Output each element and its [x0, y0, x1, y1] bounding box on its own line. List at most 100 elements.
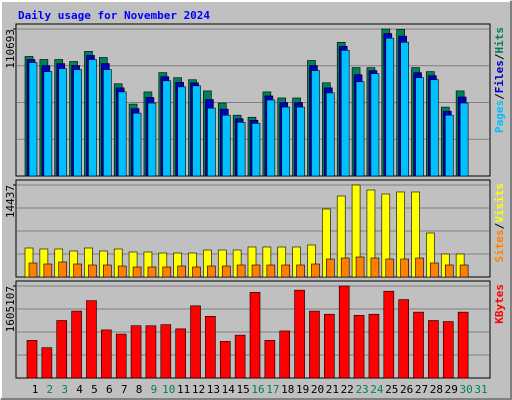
x-tick-label: 2 [47, 383, 54, 396]
bar [400, 258, 409, 278]
legend-separator: / [493, 53, 506, 60]
x-tick-label: 29 [445, 383, 458, 396]
y-tick-label: 14437 [4, 185, 17, 218]
bar [353, 314, 365, 379]
bar [73, 263, 82, 278]
bar [221, 114, 231, 177]
chart-title: Daily usage for November 2024 [18, 9, 210, 22]
bar [117, 265, 127, 278]
bar [294, 289, 305, 379]
bar [398, 299, 409, 379]
bar [28, 62, 38, 177]
bar [88, 59, 97, 177]
bar [71, 310, 82, 379]
x-tick-label: 3 [61, 383, 68, 396]
bar [370, 73, 380, 177]
bar [73, 69, 82, 177]
bar [58, 261, 68, 278]
bar [160, 324, 172, 379]
bar [130, 325, 142, 379]
bar [428, 320, 439, 379]
x-tick-label: 27 [415, 383, 428, 396]
bar [444, 114, 454, 177]
bar [115, 333, 127, 379]
bar [221, 265, 231, 278]
x-tick-label: 15 [237, 383, 250, 396]
legend-entry: Pages [493, 100, 506, 133]
bar [162, 266, 172, 278]
bar [326, 92, 335, 177]
bar [430, 79, 439, 177]
bar [207, 107, 216, 177]
bar [415, 77, 424, 177]
x-tick-label: 31 [474, 383, 487, 396]
legend-separator: / [493, 222, 506, 229]
bar [340, 50, 350, 177]
bar [43, 71, 53, 177]
legend-entry: Visits [493, 183, 506, 223]
x-tick-label: 4 [76, 383, 83, 396]
bar [355, 256, 365, 278]
bar [103, 264, 112, 278]
bar [234, 334, 246, 379]
legend-entry: Sites [493, 229, 506, 262]
bar [177, 265, 186, 278]
bar [338, 285, 350, 379]
bar [145, 325, 157, 379]
bar [355, 81, 365, 177]
bar [309, 310, 320, 379]
bar [370, 257, 380, 278]
bar [457, 311, 469, 379]
bar [296, 264, 305, 278]
bar [415, 257, 424, 278]
legend-separator: / [493, 93, 506, 100]
bar [264, 340, 276, 379]
bar [192, 85, 201, 177]
x-tick-label: 14 [222, 383, 236, 396]
bar [311, 70, 320, 177]
x-tick-label: 9 [151, 383, 158, 396]
legend: Pages/Files/Hits [493, 27, 506, 133]
x-tick-label: 1 [32, 383, 39, 396]
legend: KBytes [493, 284, 506, 324]
bar [279, 330, 291, 379]
x-tick-label: 30 [460, 383, 473, 396]
x-tick-label: 11 [177, 383, 190, 396]
bar [324, 313, 335, 379]
bar [56, 320, 68, 379]
x-tick-label: 28 [430, 383, 443, 396]
bar [192, 266, 201, 278]
bar [385, 258, 395, 278]
x-tick-label: 23 [355, 383, 368, 396]
bar [58, 68, 68, 177]
bar [147, 266, 157, 278]
x-tick-label: 21 [326, 383, 339, 396]
y-tick-label: 1605107 [4, 286, 17, 332]
x-tick-label: 12 [192, 383, 205, 396]
x-tick-label: 19 [296, 383, 309, 396]
bar [88, 264, 97, 278]
bar [340, 257, 350, 278]
x-tick-label: 8 [136, 383, 143, 396]
x-tick-label: 7 [121, 383, 128, 396]
bar [190, 305, 201, 379]
x-tick-label: 25 [385, 383, 398, 396]
x-tick-label: 17 [266, 383, 279, 396]
x-tick-label: 5 [91, 383, 98, 396]
bar [177, 86, 186, 177]
bar [266, 99, 276, 177]
legend-entry: Hits [493, 27, 506, 54]
bar [296, 106, 305, 177]
bar [383, 290, 395, 379]
bar [86, 300, 97, 379]
bar [207, 265, 216, 278]
x-tick-label: 26 [400, 383, 413, 396]
x-tick-label: 18 [281, 383, 294, 396]
bar [281, 264, 291, 278]
bar [311, 263, 320, 278]
x-tick-label: 6 [106, 383, 113, 396]
bar [117, 91, 127, 177]
bar [326, 258, 335, 278]
